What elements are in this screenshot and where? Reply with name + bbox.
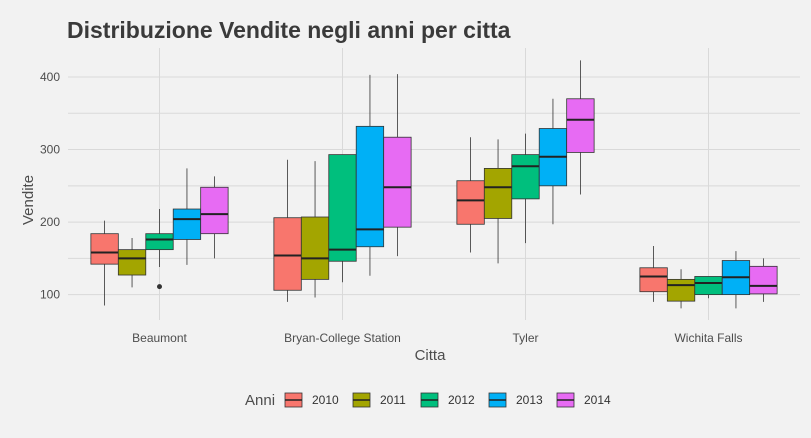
x-axis-ticks: Beaumont Bryan-College Station Tyler Wichit… [132, 331, 742, 345]
box [172, 208, 202, 240]
y-tick-label: 400 [40, 70, 60, 84]
y-axis-label: Vendite [20, 175, 37, 225]
y-tick-label: 300 [40, 143, 60, 157]
box [145, 233, 174, 251]
x-tick-label: Tyler [512, 331, 538, 345]
box [90, 233, 119, 265]
legend-title: Anni [245, 392, 275, 409]
outlier-point [157, 284, 162, 290]
legend-label: 2012 [448, 393, 475, 407]
box [511, 154, 540, 200]
box [328, 154, 357, 262]
chart-title: Distribuzione Vendite negli anni per cit… [67, 17, 511, 43]
box [566, 98, 595, 153]
x-axis-label: Citta [415, 347, 447, 364]
y-tick-label: 100 [40, 288, 60, 302]
box [383, 136, 412, 228]
box [456, 180, 485, 225]
box [200, 186, 229, 235]
box [300, 216, 330, 280]
box [639, 267, 668, 293]
box [355, 125, 385, 248]
y-axis-ticks: 100 200 300 400 [40, 70, 60, 302]
x-tick-label: Bryan-College Station [284, 331, 401, 345]
box [117, 249, 147, 276]
plot-area [90, 60, 778, 309]
x-tick-label: Wichita Falls [674, 331, 742, 345]
y-tick-label: 200 [40, 215, 60, 229]
x-tick-label: Beaumont [132, 331, 187, 345]
box [273, 217, 302, 291]
box [749, 265, 778, 295]
legend-label: 2010 [312, 393, 339, 407]
legend-label: 2014 [584, 393, 611, 407]
legend-label: 2013 [516, 393, 543, 407]
box [483, 168, 513, 219]
legend-label: 2011 [380, 393, 406, 407]
box [694, 276, 723, 296]
box [666, 278, 696, 302]
legend: Anni 2010 2011 2012 2013 2014 [245, 392, 611, 409]
